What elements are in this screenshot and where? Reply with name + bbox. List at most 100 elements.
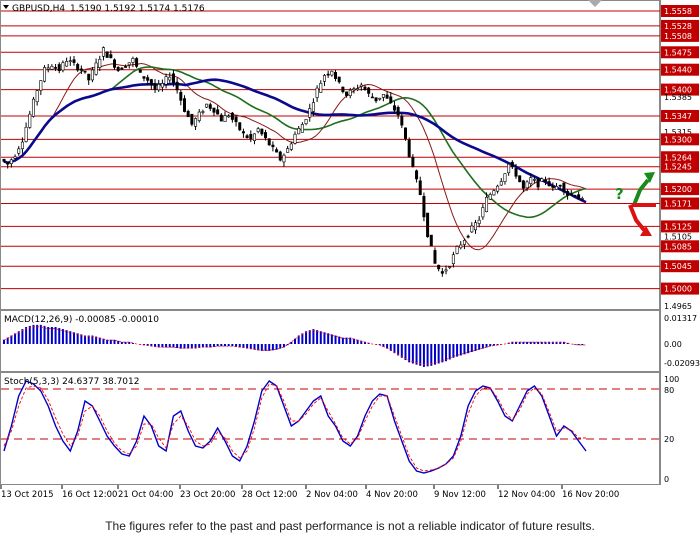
candle-body [275,149,279,153]
candle-body [392,105,396,111]
candle-body [297,128,301,135]
candle-body [507,163,511,174]
candle-body [466,235,470,238]
candle-body [101,47,105,57]
stochastic-lines [3,380,587,474]
candle-body [278,151,282,161]
scenario-arrows: ? [615,172,656,236]
candle-body [488,194,492,200]
level-tag [661,183,699,196]
candle-body [223,115,227,122]
candle-body [551,186,555,188]
macd-axis-bottom: -0.02093 [664,359,700,368]
time-axis-label: 13 Oct 2015 [1,490,54,500]
candle-body [470,225,474,233]
price-header: GBPUSD,H4 1.5190 1.5192 1.5174 1.5176 [3,4,205,14]
candle-body [50,66,54,70]
candle-body [473,222,477,231]
time-axis-label: 21 Oct 04:00 [118,490,173,500]
stoch-axis-0: 0 [664,475,669,484]
candle-body [219,114,223,122]
level-tag [661,133,699,146]
candle-body [562,182,566,193]
chart-canvas: 1.55581.55281.55081.54751.54401.54001.53… [0,0,700,500]
price-axis-label: 1.5300 [664,135,692,144]
candle-body [418,180,422,195]
candle-body [525,181,529,189]
candle-body [580,198,584,200]
stoch-axis-100: 100 [664,375,679,384]
candle-body [374,97,378,102]
candle-body [238,122,242,131]
price-axis-label: 1.5245 [664,163,692,172]
candle-body [407,139,411,158]
candle-body [116,67,120,71]
candle-body [135,58,139,67]
candle-body [455,246,459,254]
candle-body [304,119,308,125]
macd-label: MACD(12,26,9) -0.00085 -0.00010 [4,315,159,325]
candle-body [267,138,271,146]
candle-body [249,134,253,139]
candle-body [308,108,312,118]
candle-body [356,88,360,91]
candle-body [153,83,157,90]
candle-body [311,102,315,112]
time-axis-label: 23 Oct 20:00 [180,490,235,500]
chart-shift-marker-icon[interactable] [588,0,602,7]
candle-body [241,131,245,134]
candle-body [179,91,183,101]
price-axis-label: 1.5105 [664,232,692,241]
price-axis-label: 1.5440 [664,66,692,75]
candle-body [43,67,47,82]
candle-body [437,264,441,270]
level-tag [661,5,699,17]
price-axis-label: 1.5475 [664,48,692,57]
candle-body [378,97,382,100]
price-axis-label: 1.5264 [664,153,692,162]
arrow-up-icon [632,172,655,206]
stoch-k-line [3,380,587,474]
candle-body [46,67,50,70]
macd-axis-zero: 0.00 [664,340,682,349]
candle-body [260,128,264,135]
level-tag [661,282,699,295]
candle-body [160,83,164,88]
stoch-label: Stoch(5,3,3) 24.6377 38.7012 [4,377,139,387]
candle-body [518,175,522,183]
candle-body [444,269,448,272]
candle-body [477,219,481,224]
candle-body [190,113,194,125]
symbol-dropdown-icon[interactable] [3,5,9,9]
candle-body [367,87,371,94]
candle-body [76,64,80,71]
candle-body [164,76,168,85]
scenario-question-mark: ? [615,185,624,203]
candle-body [543,179,547,182]
candle-body [83,70,87,73]
candle-body [315,87,319,98]
candle-body [142,76,146,79]
candle-body [186,110,190,118]
level-tag [661,197,699,210]
candle-body [422,195,426,218]
level-tag [661,220,699,233]
candle-body [319,82,323,93]
level-tag [661,260,699,273]
price-axis-label: 1.5045 [664,262,692,271]
candle-body [68,60,72,62]
candle-body [529,177,533,184]
price-pane [0,0,660,310]
candle-body [9,159,13,164]
level-tag [661,83,699,96]
candle-body [39,80,43,91]
time-axis-label: 16 Oct 12:00 [62,490,117,500]
candle-body [547,181,551,187]
candle-body [345,91,349,96]
candle-body [300,124,304,133]
risk-disclaimer: The figures refer to the past and past p… [105,519,595,533]
candle-body [35,90,39,103]
candle-body [175,81,179,91]
candle-body [286,148,290,153]
candle-body [496,185,500,192]
